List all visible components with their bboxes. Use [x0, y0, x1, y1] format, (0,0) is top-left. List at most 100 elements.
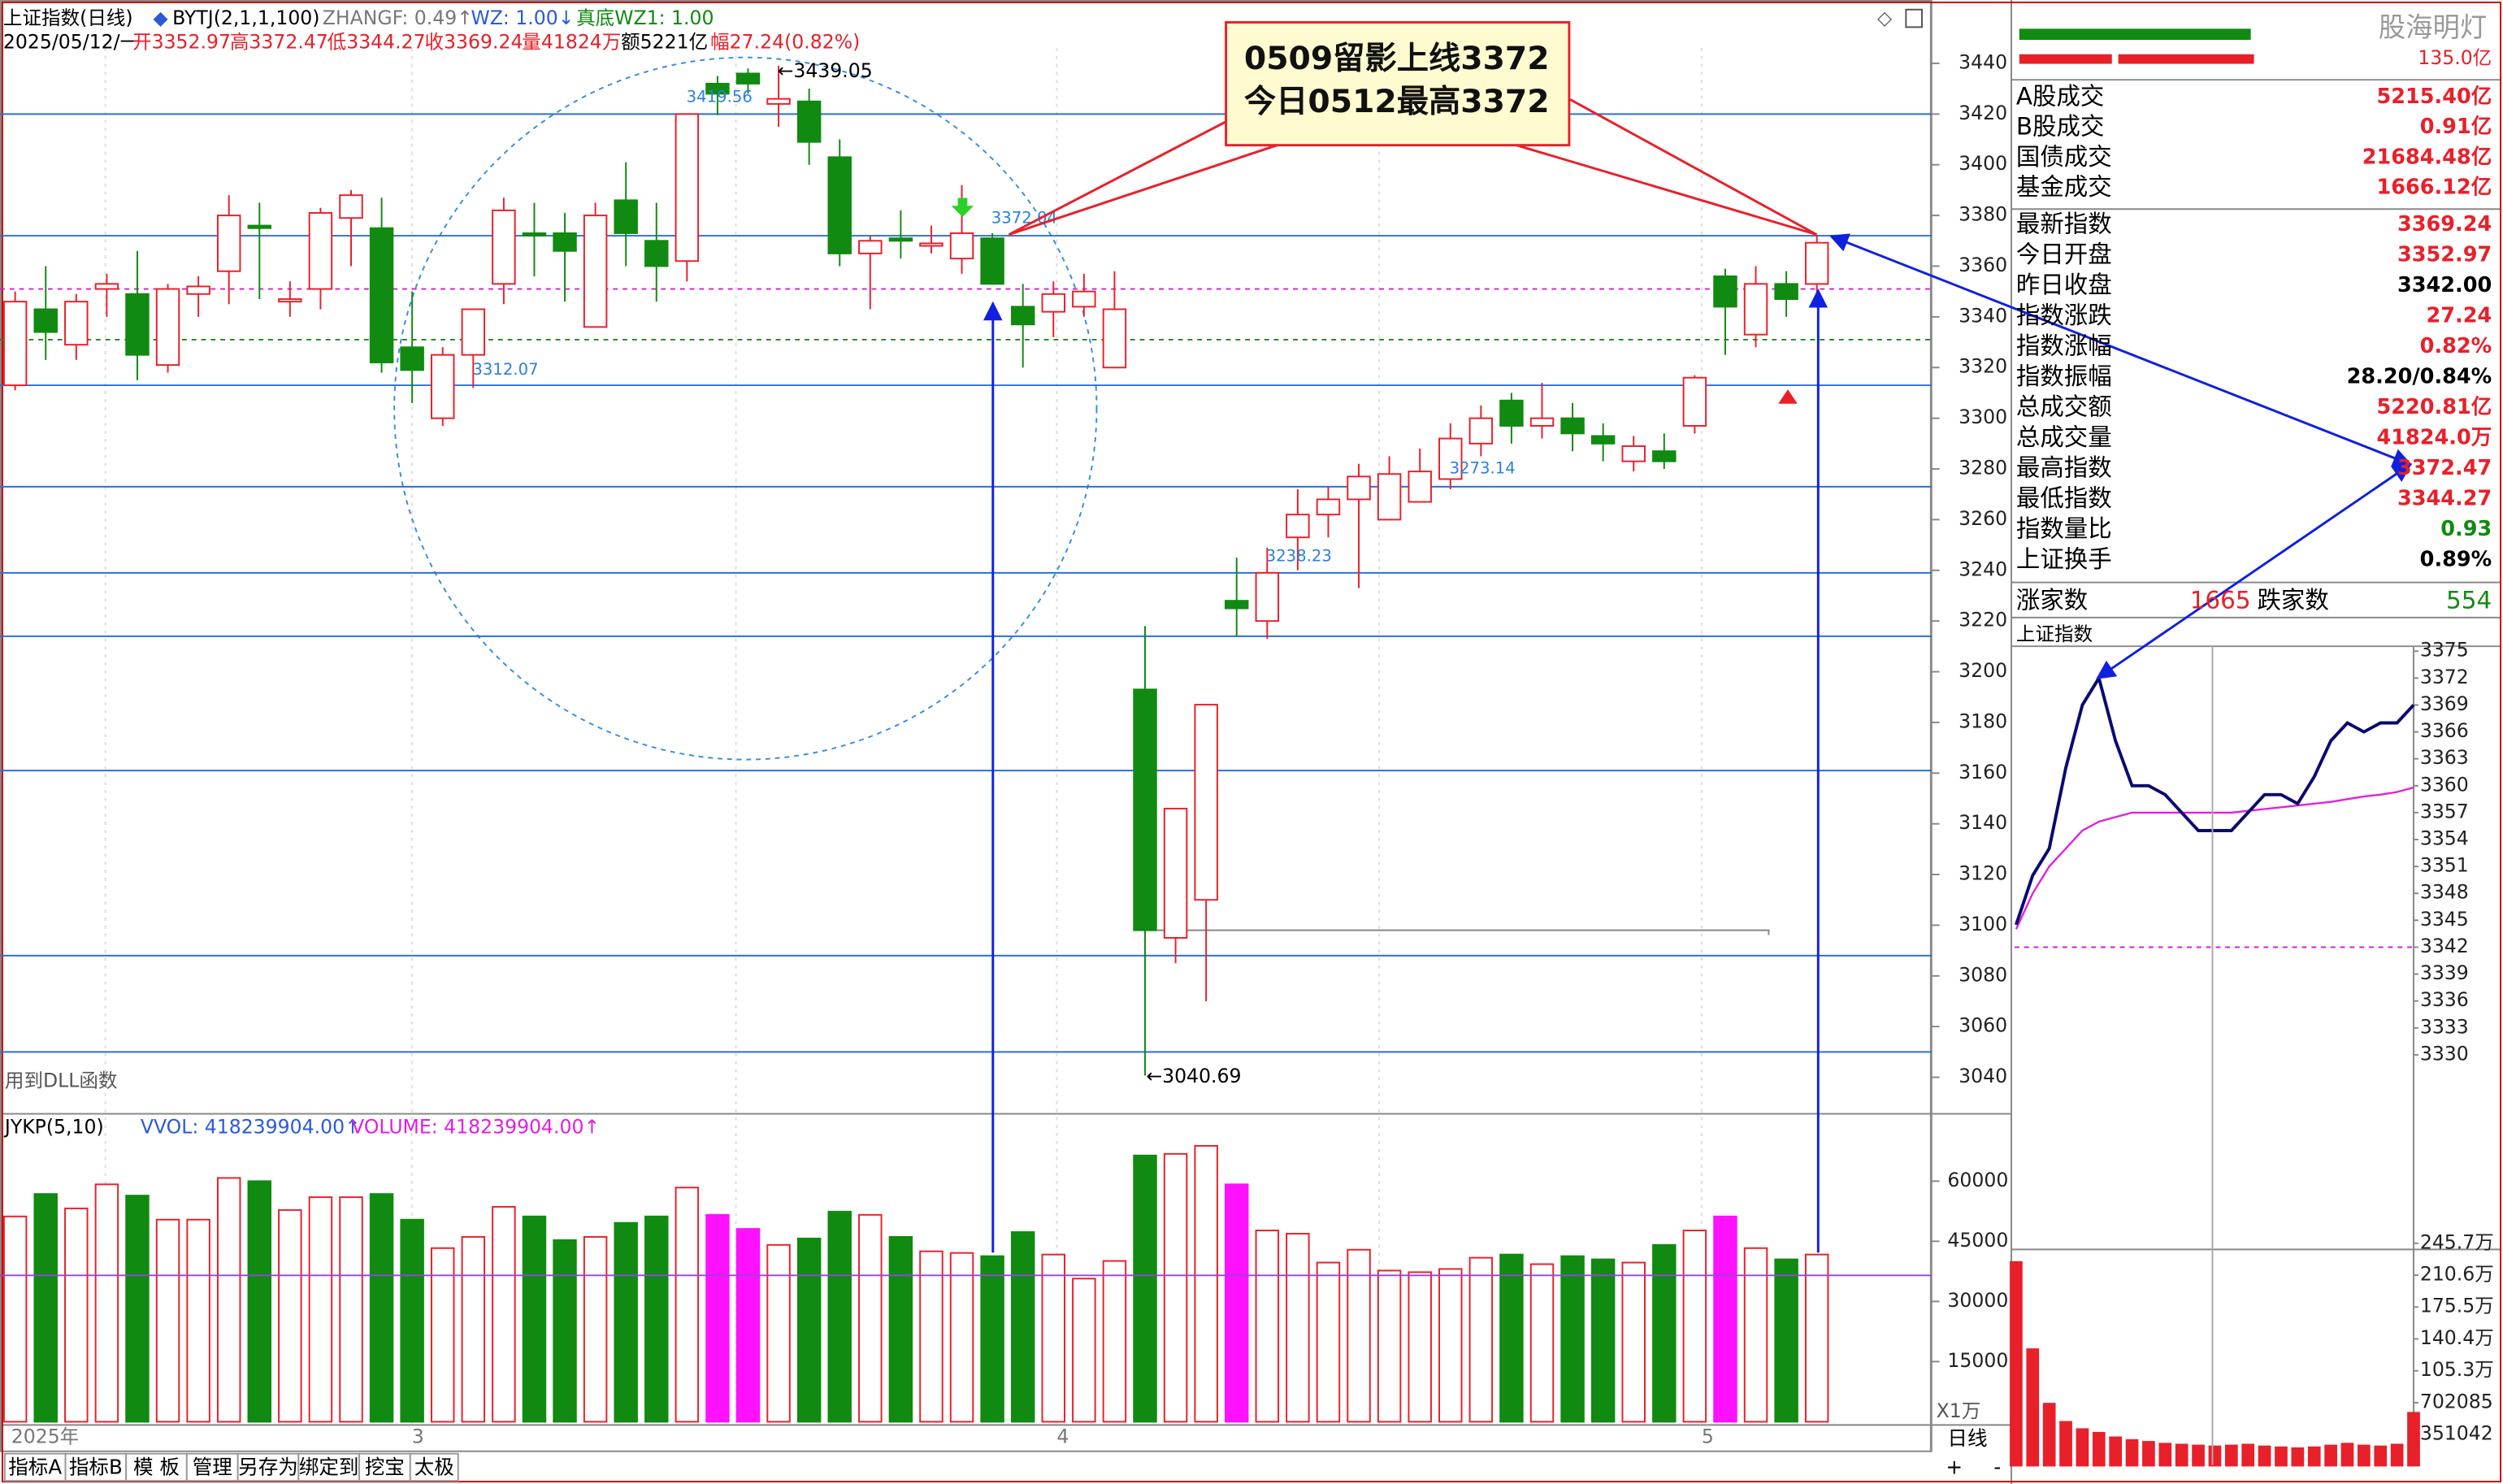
candle-body	[1286, 514, 1310, 539]
volume-bar	[1774, 1258, 1798, 1423]
icon[interactable]: ◇	[1877, 7, 1893, 29]
candle-body	[1682, 376, 1707, 427]
tab[interactable]	[236, 1452, 300, 1482]
candle-body	[1621, 445, 1646, 462]
volume-bar	[796, 1237, 822, 1423]
callout: 0509留影上线3372 今日0512最高3372	[1008, 21, 1818, 236]
volume-label: VOLUME: 418239904.00↑	[351, 1116, 600, 1139]
price-label: 3419.56	[687, 87, 753, 106]
candle-body	[1255, 571, 1280, 623]
tab-label[interactable]: 绑定到	[299, 1455, 359, 1478]
y-tick-label: 3320	[1959, 355, 2007, 378]
volume-bar	[614, 1221, 638, 1423]
x-label: 5	[1702, 1425, 1714, 1448]
candle-body	[888, 237, 913, 242]
volume-bar	[1163, 1152, 1188, 1423]
row-label: 指数量比	[2016, 514, 2112, 542]
candle-body	[431, 354, 455, 419]
y-tick-label: 3342	[2420, 935, 2469, 957]
zhangf: ZHANGF: 0.49↑	[323, 7, 473, 29]
rise-label: 涨家数	[2016, 587, 2088, 614]
volume-bar	[1225, 1183, 1249, 1423]
candle-body	[522, 232, 547, 237]
intraday-volume	[2208, 1445, 2222, 1467]
icon[interactable]	[1905, 8, 1923, 28]
tab-label[interactable]: 挖宝	[365, 1455, 405, 1478]
y-tick-label: 3369	[2420, 692, 2469, 715]
tab-label[interactable]: 另存为	[238, 1455, 298, 1478]
tab[interactable]	[3, 1452, 67, 1482]
candle-body	[369, 227, 394, 363]
tab[interactable]	[297, 1452, 360, 1482]
tab-label[interactable]: 模 板	[133, 1455, 180, 1478]
intraday-volume	[2358, 1444, 2371, 1467]
volume-bar	[1286, 1233, 1310, 1423]
volume-bar	[522, 1215, 547, 1423]
tab-label[interactable]: 太极	[414, 1455, 454, 1478]
candle-body	[461, 308, 486, 356]
x-label: 3	[412, 1425, 424, 1448]
highlight-circle	[393, 56, 1098, 761]
callout-text: 今日0512最高3372	[1244, 84, 1550, 120]
flag-bar	[2019, 54, 2112, 64]
period[interactable]: 日线	[1947, 1426, 1987, 1450]
intraday-volume	[2192, 1444, 2205, 1467]
tab[interactable]	[64, 1452, 128, 1482]
high: 高3372.47	[230, 31, 328, 54]
y-tick-label: 3040	[1959, 1065, 2007, 1087]
zoom-out[interactable]: -	[1993, 1455, 2001, 1478]
intraday-volume	[2340, 1443, 2354, 1467]
volume-bar	[94, 1183, 119, 1423]
intraday-volume	[2109, 1436, 2123, 1467]
y-tick-label: 3060	[1959, 1014, 2007, 1037]
intraday-volume	[2307, 1446, 2321, 1467]
x-label: 4	[1056, 1425, 1069, 1448]
row-label: 指数振幅	[2016, 362, 2112, 390]
row-value: 21684.48亿	[2362, 145, 2492, 169]
candle-body	[1041, 293, 1066, 313]
y-tick-label: 3220	[1959, 609, 2007, 631]
y-tick-label: 3420	[1959, 102, 2007, 124]
volume-bar	[492, 1205, 516, 1423]
intraday-title: 上证指数	[2016, 623, 2093, 645]
tab[interactable]	[125, 1452, 188, 1482]
volume-bar	[33, 1193, 58, 1423]
tab-label[interactable]: 管理	[193, 1455, 232, 1478]
candle-body	[1316, 498, 1341, 516]
candle-body	[1163, 807, 1188, 939]
y-tick-label: 3372	[2420, 666, 2469, 688]
volume-bar	[339, 1196, 363, 1423]
x-label: 2025年	[11, 1425, 80, 1448]
volume-bar	[1713, 1215, 1737, 1423]
row-value: 0.89%	[2420, 547, 2492, 571]
tab[interactable]	[358, 1452, 411, 1482]
row-value: 0.93	[2440, 517, 2492, 541]
flag-bar	[2118, 54, 2254, 64]
candle-body	[125, 293, 150, 356]
tab-label[interactable]: 指标A	[8, 1455, 62, 1478]
fall: 554	[2446, 587, 2492, 614]
volume-bar	[1316, 1261, 1341, 1423]
tab[interactable]	[409, 1452, 459, 1482]
y-tick-label: 702085	[2420, 1390, 2493, 1412]
volume-bar	[583, 1235, 608, 1423]
volume-bar	[1621, 1261, 1646, 1423]
candle-body	[1438, 437, 1463, 480]
candle-body	[1468, 417, 1494, 445]
candle-body	[1713, 275, 1737, 308]
row-label: 国债成交	[2016, 143, 2112, 171]
y-tick-label: 3366	[2420, 719, 2469, 742]
price-line	[2015, 674, 2415, 926]
candle-body	[1774, 283, 1798, 301]
y-tick-label: 3351	[2420, 854, 2469, 877]
icon: ◆	[154, 7, 169, 29]
candle-body	[827, 156, 852, 254]
tab-label[interactable]: 指标B	[69, 1455, 123, 1478]
volume-bar	[1347, 1248, 1371, 1423]
intraday-volume	[2026, 1348, 2040, 1467]
volume-bar	[308, 1196, 333, 1423]
zoom-in[interactable]: +	[1946, 1455, 1963, 1478]
volume-bar	[1438, 1268, 1463, 1423]
flag-bar	[2019, 28, 2251, 41]
